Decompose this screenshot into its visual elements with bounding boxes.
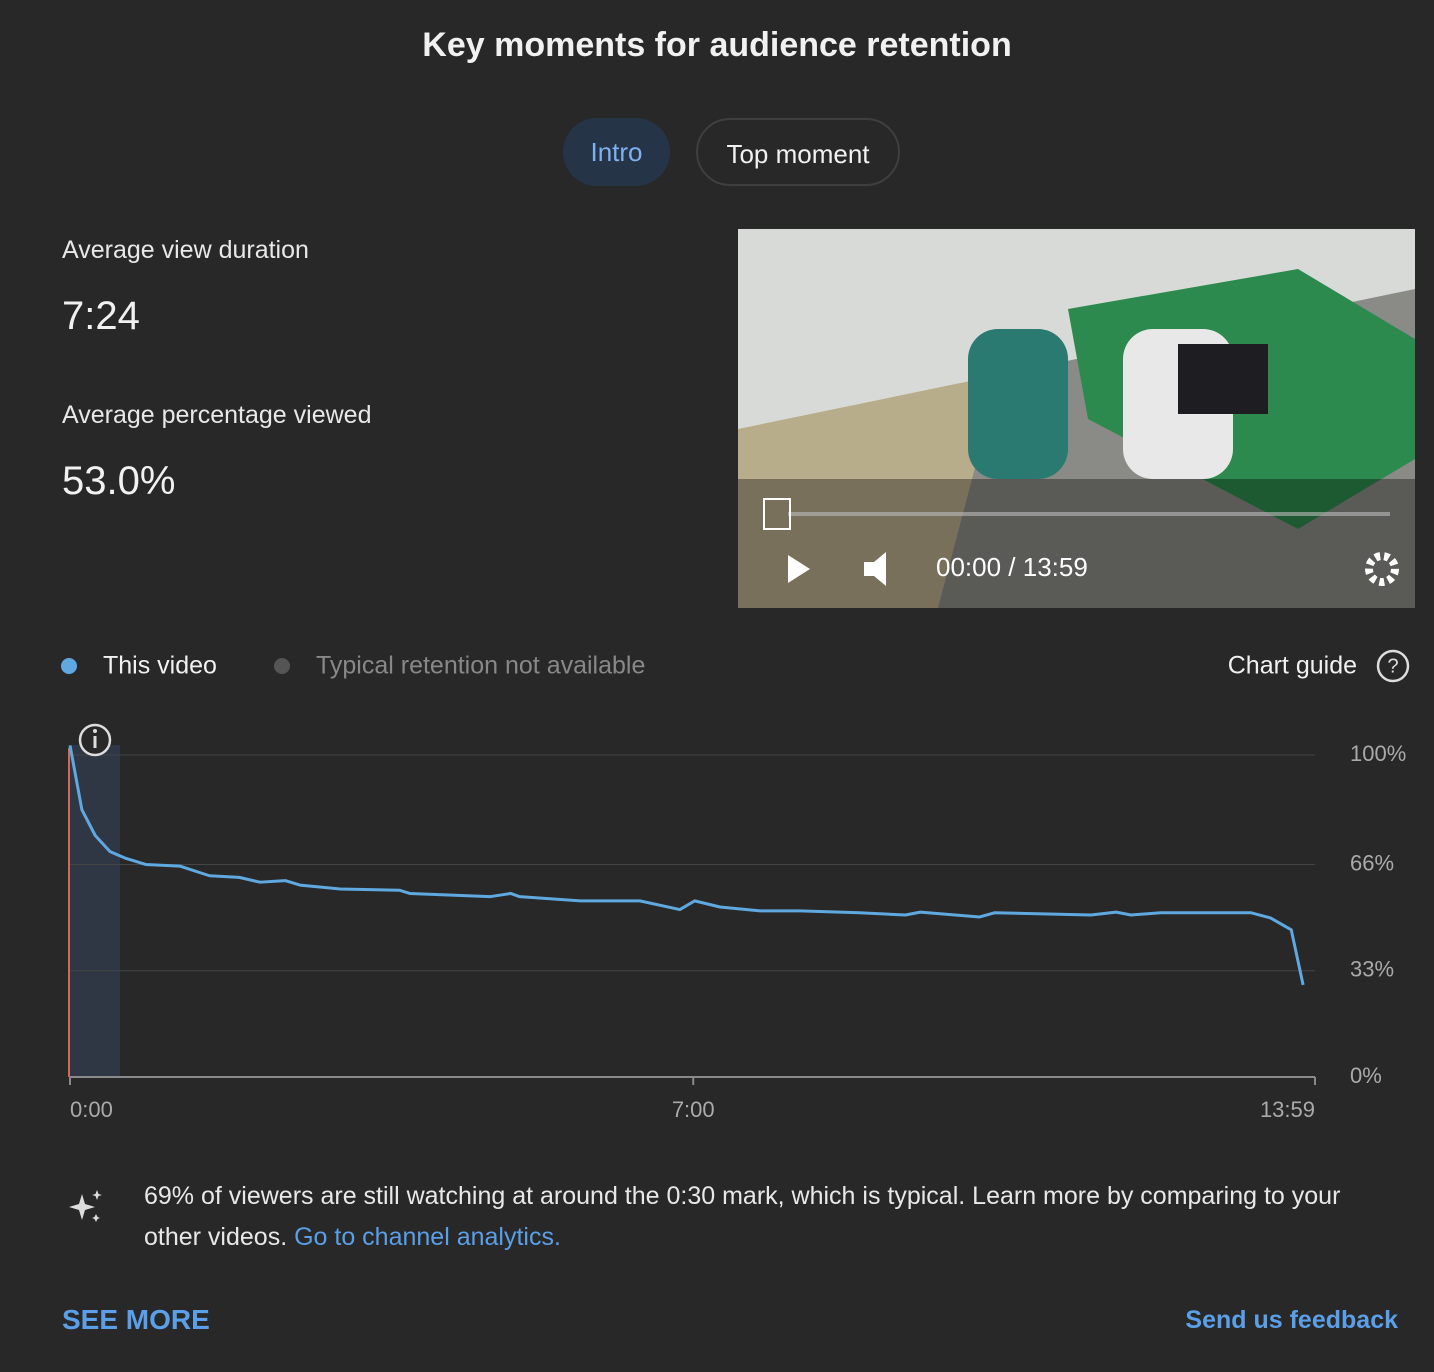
person (968, 329, 1068, 479)
scrubber[interactable] (763, 498, 791, 530)
retention-line (68, 745, 1305, 986)
tab[interactable]: Intro (563, 118, 670, 186)
see-more[interactable]: SEE MORE (62, 1304, 210, 1335)
laptop (1178, 344, 1268, 414)
info-icon-dot (93, 729, 97, 733)
y-tick-label: 66% (1350, 850, 1394, 875)
intro-highlight (70, 745, 120, 1077)
insight-text: 69% of viewers are still watching at aro… (144, 1182, 1341, 1251)
chart-guide[interactable]: Chart guide (1228, 652, 1357, 680)
x-tick-label: 0:00 (70, 1097, 113, 1122)
legend-note: Typical retention not available (316, 652, 645, 680)
controls-bg (738, 479, 1415, 608)
y-tick-label: 33% (1350, 957, 1394, 982)
help-icon-mark: ? (1387, 655, 1398, 677)
legend-dot (274, 658, 290, 674)
settings-button[interactable] (1365, 552, 1399, 586)
insight-link[interactable]: Go to channel analytics. (294, 1223, 561, 1251)
stat-label: Average percentage viewed (62, 401, 372, 429)
chart: ? Chart guide This video Typical retentio… (61, 649, 1410, 1122)
insight: 69% of viewers are still watching at aro… (144, 1176, 1384, 1258)
volume-button[interactable] (864, 552, 886, 586)
player-time: 00:00 / 13:59 (936, 552, 1088, 582)
y-tick-label: 100% (1350, 741, 1406, 766)
x-tick-label: 7:00 (672, 1097, 715, 1122)
x-tick-label: 13:59 (1260, 1097, 1315, 1122)
tab[interactable]: Top moment (696, 118, 900, 186)
legend-dot (61, 658, 77, 674)
feedback-link[interactable]: Send us feedback (1185, 1306, 1398, 1334)
help-icon[interactable] (1376, 649, 1410, 683)
stat-label: Average view duration (62, 236, 309, 264)
sparkle-icon (69, 1190, 102, 1222)
y-tick-label: 0% (1350, 1063, 1382, 1088)
video-player[interactable]: 00:00 / 13:59 (738, 229, 1415, 608)
title: Key moments for audience retention (422, 26, 1012, 64)
legend-label: This video (103, 652, 217, 680)
stat-value: 53.0% (62, 459, 176, 503)
play-button[interactable] (788, 555, 810, 583)
stat-value: 7:24 (62, 294, 140, 338)
